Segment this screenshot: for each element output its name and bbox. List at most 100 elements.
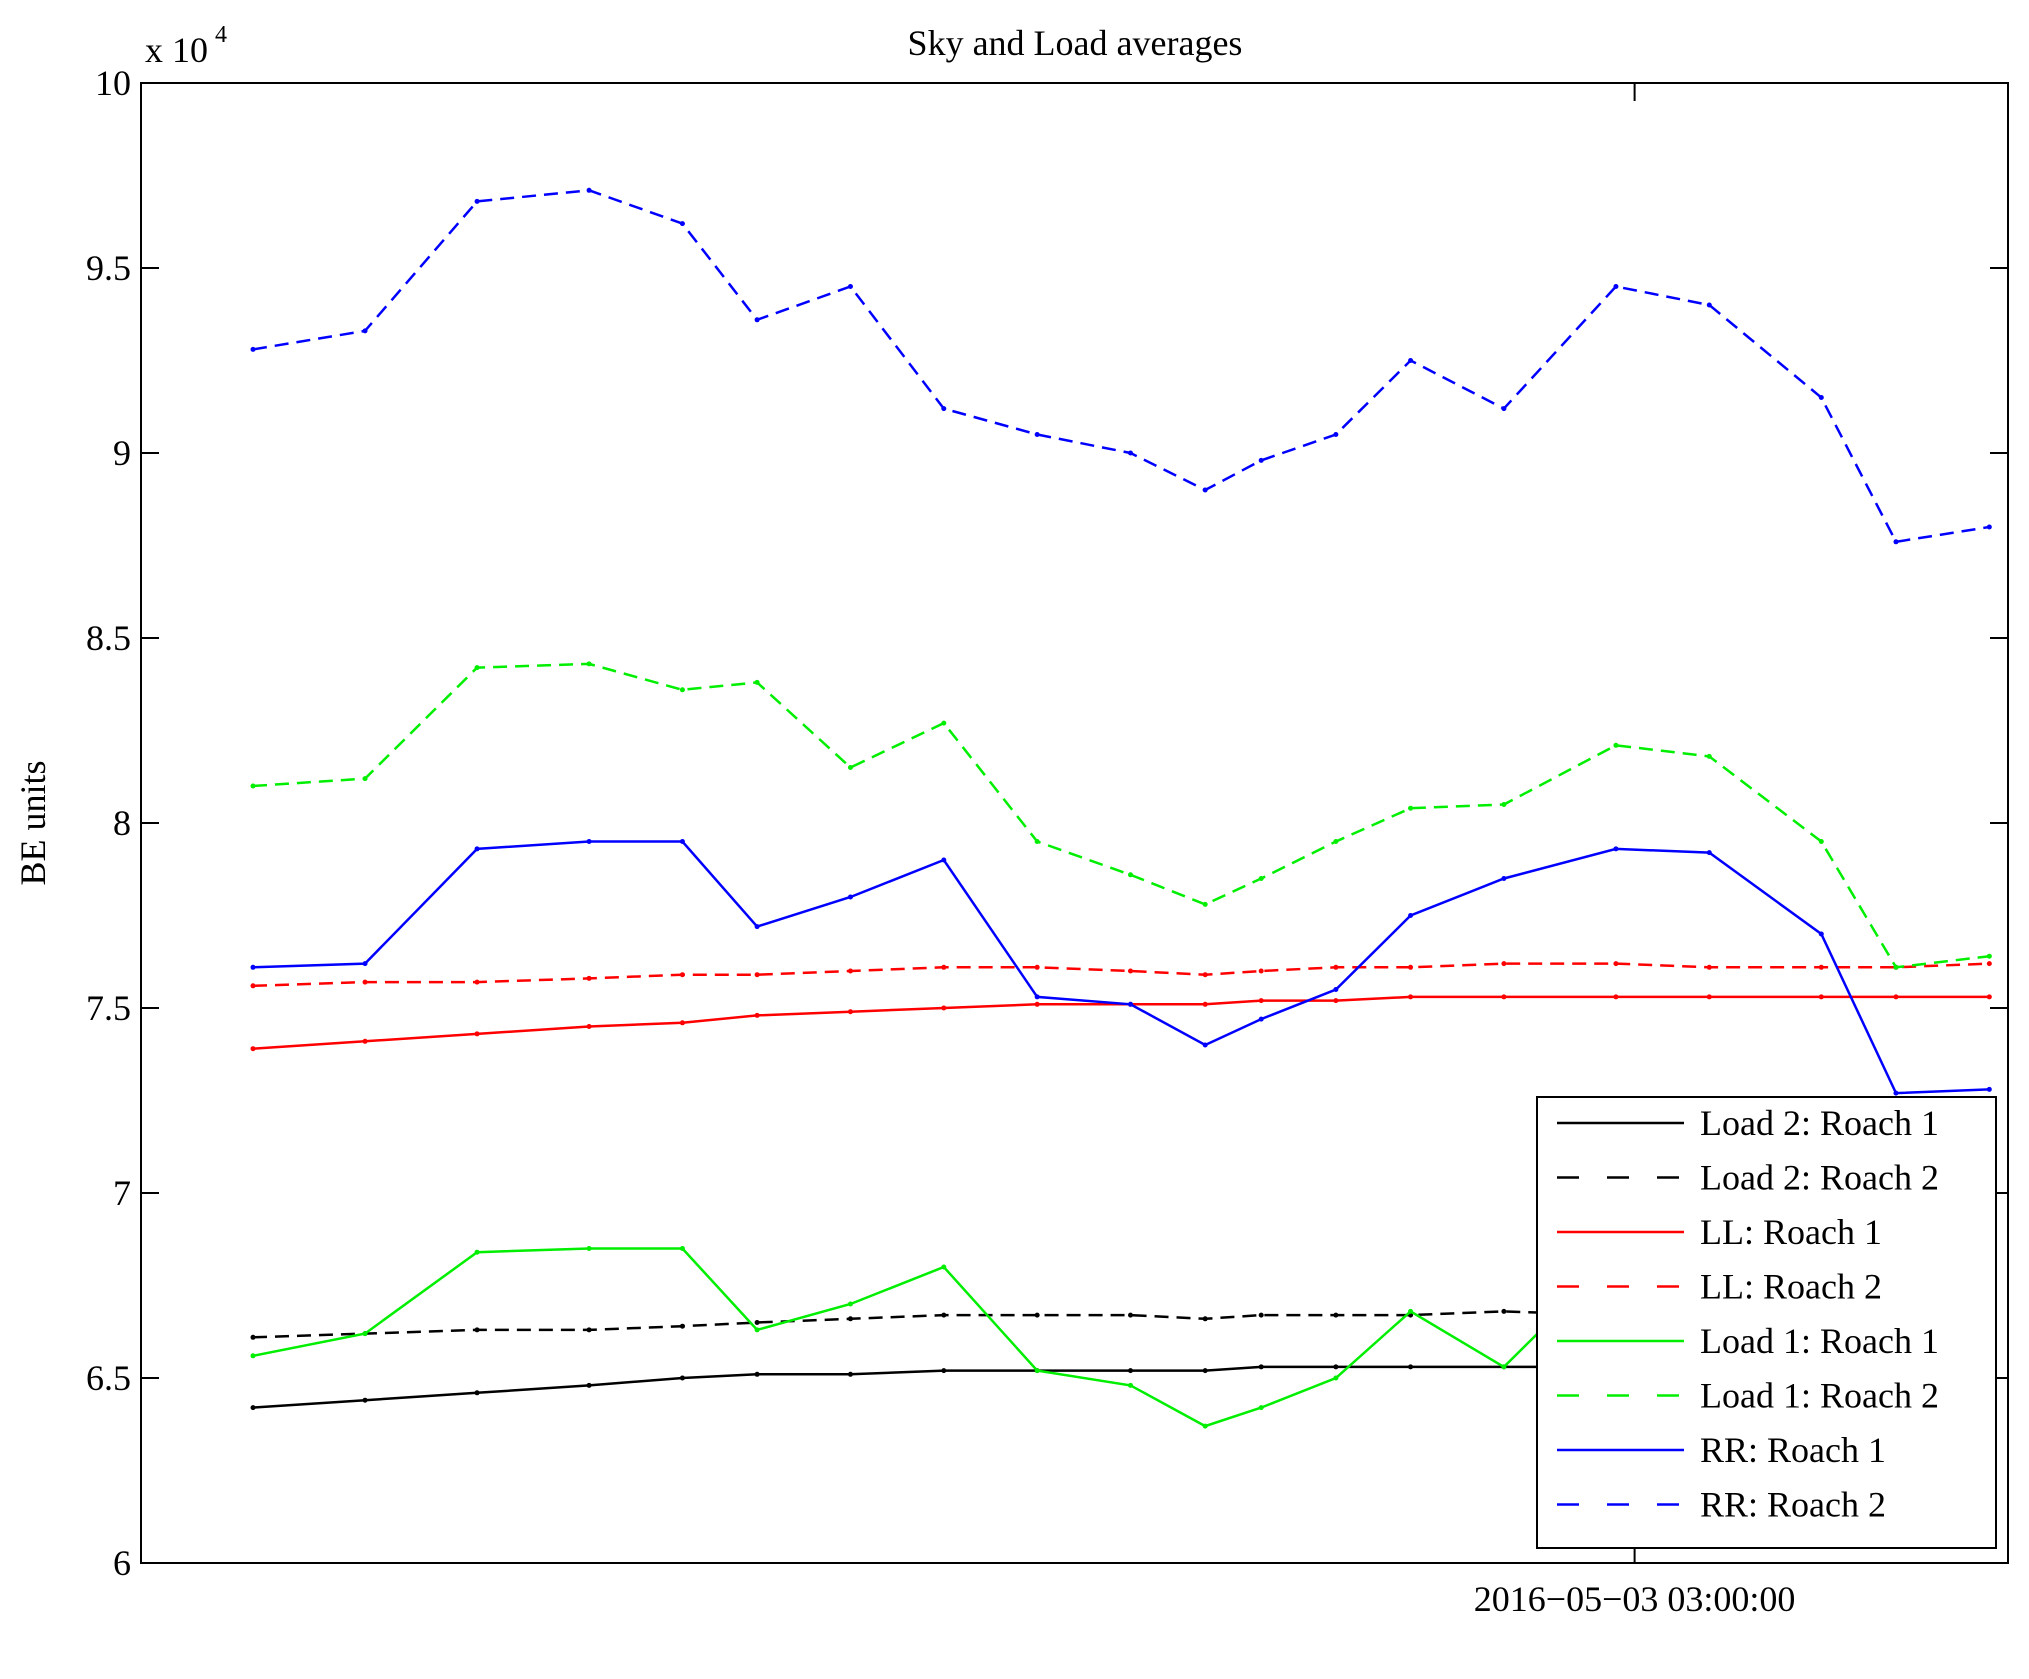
data-point — [754, 1371, 760, 1377]
series-load-1-roach-2 — [250, 661, 1992, 970]
legend-item: Load 2: Roach 1 — [1557, 1103, 1939, 1143]
data-point — [1706, 850, 1712, 856]
data-point — [1706, 964, 1712, 970]
data-point — [1408, 913, 1414, 918]
data-point — [250, 346, 256, 352]
data-point — [362, 328, 368, 334]
data-point — [1501, 406, 1507, 412]
data-point — [1986, 953, 1992, 959]
data-point — [847, 1316, 853, 1322]
data-point — [1408, 964, 1414, 970]
data-point — [1333, 1312, 1339, 1318]
data-point — [754, 1320, 760, 1325]
legend-label: Load 1: Roach 2 — [1700, 1376, 1939, 1416]
data-point — [754, 317, 760, 323]
data-point — [1034, 839, 1040, 844]
data-point — [1202, 487, 1208, 493]
y-exponent-base: x 10 — [145, 30, 208, 70]
series-ll-roach-2 — [250, 961, 1992, 989]
data-point — [586, 1327, 592, 1333]
data-point — [1408, 805, 1414, 811]
data-point — [847, 894, 853, 900]
data-point — [941, 1312, 947, 1318]
data-point — [941, 857, 947, 863]
data-point — [1333, 1375, 1339, 1381]
data-point — [474, 846, 480, 852]
data-point — [941, 1005, 947, 1011]
data-point — [362, 776, 368, 782]
data-point — [1986, 524, 1992, 530]
data-point — [679, 1246, 685, 1251]
data-point — [1202, 1001, 1208, 1007]
data-point — [1202, 901, 1208, 907]
data-point — [1128, 968, 1134, 974]
legend-item: Load 1: Roach 1 — [1557, 1321, 1939, 1361]
series-rr-roach-1 — [250, 839, 1992, 1096]
data-point — [1333, 1364, 1339, 1370]
data-point — [1501, 876, 1507, 881]
data-point — [362, 1038, 368, 1044]
data-point — [474, 1249, 480, 1255]
data-point — [1613, 994, 1619, 1000]
data-point — [362, 1331, 368, 1337]
data-point — [847, 1371, 853, 1377]
data-point — [1202, 972, 1208, 978]
data-point — [1818, 994, 1824, 1000]
data-point — [847, 284, 853, 289]
y-tick-label: 7 — [113, 1173, 131, 1213]
data-point — [1258, 998, 1264, 1004]
data-point — [474, 1327, 480, 1333]
y-exponent: x 10 4 — [145, 22, 227, 70]
legend-item: LL: Roach 1 — [1557, 1212, 1882, 1252]
data-point — [250, 1046, 256, 1052]
data-point — [941, 406, 947, 412]
data-point — [1408, 1308, 1414, 1314]
data-point — [1034, 432, 1040, 437]
data-point — [847, 1009, 853, 1015]
data-point — [1128, 1368, 1134, 1374]
data-point — [1408, 358, 1414, 363]
y-axis-label: BE units — [13, 760, 53, 885]
data-point — [754, 972, 760, 978]
data-point — [679, 221, 685, 227]
data-point — [1986, 994, 1992, 1000]
data-point — [941, 1264, 947, 1270]
data-point — [847, 765, 853, 770]
data-point — [586, 1246, 592, 1251]
legend: Load 2: Roach 1 Load 2: Roach 2 LL: Roach … — [1536, 1096, 1997, 1549]
data-point — [1893, 964, 1899, 970]
data-point — [1706, 994, 1712, 1000]
legend-label: RR: Roach 2 — [1700, 1485, 1886, 1525]
data-point — [474, 198, 480, 204]
series-ll-roach-1 — [250, 994, 1992, 1052]
data-point — [679, 1323, 685, 1329]
data-point — [362, 961, 368, 967]
data-point — [679, 1375, 685, 1381]
data-point — [1986, 961, 1992, 967]
data-point — [1128, 450, 1134, 456]
data-point — [1893, 539, 1899, 545]
data-point — [1258, 876, 1264, 881]
data-point — [754, 1012, 760, 1018]
data-point — [1202, 1368, 1208, 1374]
data-point — [1202, 1316, 1208, 1322]
data-point — [250, 983, 256, 989]
data-point — [1333, 432, 1339, 437]
legend-item: LL: Roach 2 — [1557, 1267, 1882, 1307]
data-point — [1333, 987, 1339, 992]
data-point — [250, 1334, 256, 1340]
legend-box — [1536, 1096, 1997, 1549]
data-point — [1408, 994, 1414, 1000]
data-point — [1893, 1090, 1899, 1096]
data-point — [586, 187, 592, 193]
data-point — [474, 665, 480, 671]
data-point — [474, 979, 480, 985]
data-point — [362, 979, 368, 985]
data-point — [1128, 1001, 1134, 1007]
data-point — [474, 1031, 480, 1037]
data-point — [250, 964, 256, 970]
data-point — [1034, 1312, 1040, 1318]
y-tick-label: 6 — [113, 1543, 131, 1583]
legend-item: Load 1: Roach 2 — [1557, 1376, 1939, 1416]
data-point — [1706, 753, 1712, 759]
